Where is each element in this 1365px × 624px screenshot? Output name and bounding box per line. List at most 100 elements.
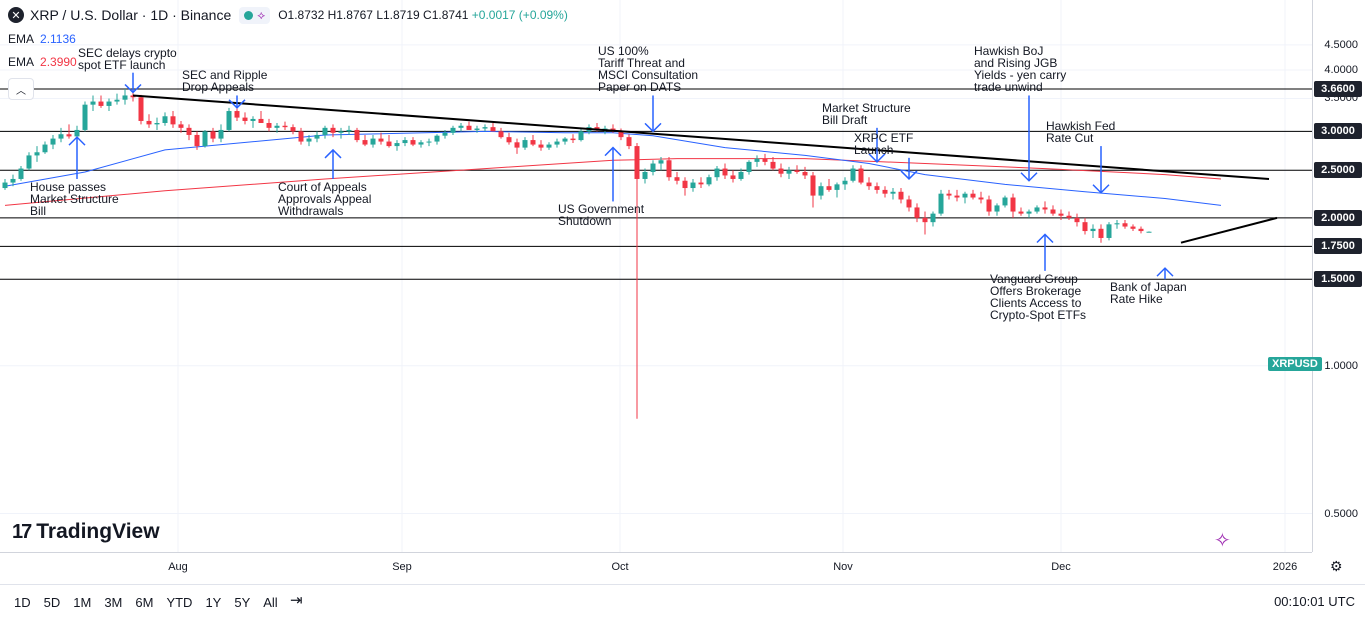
go-to-date-icon[interactable]: ⇥ <box>290 592 303 609</box>
candle-body <box>1026 211 1032 214</box>
time-tick-label: Nov <box>833 561 853 573</box>
annotation-label[interactable]: Bank of Japan Rate Hike <box>1110 280 1187 307</box>
candle-body <box>834 184 840 190</box>
candle-body <box>1106 224 1112 238</box>
candle-body <box>594 127 600 130</box>
candle-body <box>906 199 912 208</box>
candle-body <box>658 160 664 164</box>
candle-body <box>138 97 144 121</box>
annotation-label[interactable]: Hawkish Fed Rate Cut <box>1046 119 1116 146</box>
annotation-arrow-head <box>868 153 886 163</box>
candle-body <box>1098 228 1104 238</box>
candle-body <box>866 182 872 187</box>
candle-body <box>538 144 544 148</box>
candle-body <box>66 134 72 137</box>
time-tick-label: Sep <box>392 561 412 573</box>
close-value: C1.8741 <box>423 8 469 22</box>
candle-body <box>1018 211 1024 214</box>
annotation-label[interactable]: Market Structure Bill Draft <box>822 100 911 127</box>
candle-body <box>986 199 992 212</box>
annotation-label[interactable]: US 100% Tariff Threat and MSCI Consultat… <box>598 44 699 95</box>
candle-body <box>322 127 328 135</box>
candle-body <box>50 138 56 145</box>
candle-body <box>434 135 440 142</box>
candle-body <box>298 131 304 142</box>
price-tick-label: 4.0000 <box>1324 64 1358 76</box>
candle-body <box>26 155 32 169</box>
candle-body <box>1114 223 1120 225</box>
candle-body <box>258 118 264 124</box>
range-button[interactable]: 1D <box>14 594 31 610</box>
candle-body <box>802 171 808 176</box>
range-button[interactable]: 1Y <box>205 594 222 610</box>
candle-body <box>98 101 104 106</box>
indicator-value: 2.3990 <box>40 55 77 69</box>
time-tick-label: 2026 <box>1272 561 1298 573</box>
high-value: H1.8767 <box>327 8 373 22</box>
candle-body <box>186 127 192 135</box>
candle-body <box>898 191 904 200</box>
time-tick-label: Oct <box>611 561 629 573</box>
candle-body <box>466 125 472 130</box>
indicator-ema-slow[interactable]: EMA 2.3990 <box>8 55 77 69</box>
candle-body <box>562 138 568 142</box>
time-tick-label: Aug <box>168 561 188 573</box>
settings-gear-icon[interactable]: ⚙ <box>1330 558 1343 574</box>
indicator-ema-fast[interactable]: EMA 2.1136 <box>8 32 76 46</box>
price-tick-label: 4.5000 <box>1324 38 1358 51</box>
candle-body <box>762 158 768 162</box>
candle-body <box>178 124 184 128</box>
candle-body <box>386 141 392 147</box>
utc-clock[interactable]: 00:10:01 UTC <box>1274 594 1355 609</box>
candle-body <box>1074 217 1080 223</box>
level-price-label: 2.5000 <box>1314 162 1362 179</box>
candle-body <box>650 163 656 172</box>
open-value: O1.8732 <box>278 8 325 22</box>
magic-wand-icon[interactable]: ✧ <box>1214 530 1231 552</box>
ema-slow-line <box>4 158 1222 206</box>
candle-body <box>226 111 232 130</box>
candle-body <box>850 168 856 181</box>
annotation-label[interactable]: XRPC ETF Launch <box>854 130 914 157</box>
candle-body <box>1082 222 1088 232</box>
annotation-label[interactable]: House passes Market Structure Bill <box>30 179 119 218</box>
annotation-label[interactable]: Court of Appeals Approvals Appeal Withdr… <box>278 179 372 218</box>
candle-body <box>842 180 848 185</box>
candle-body <box>362 140 368 145</box>
level-price-label: 3.6600 <box>1314 80 1362 97</box>
candle-body <box>266 123 272 128</box>
tv-mark-icon: 17 <box>12 520 32 543</box>
tradingview-logo[interactable]: 17 TradingView <box>12 520 160 544</box>
range-button[interactable]: 5D <box>43 594 61 610</box>
range-button[interactable]: 1M <box>73 594 92 610</box>
xrp-logo-icon: ✕ <box>8 7 24 23</box>
annotation-arrow-head <box>228 99 246 109</box>
annotation-label[interactable]: Hawkish BoJ and Rising JGB Yields - yen … <box>974 44 1067 95</box>
candle-body <box>202 131 208 147</box>
symbol-title[interactable]: XRP / U.S. Dollar · 1D · Binance <box>30 7 232 23</box>
time-axis[interactable]: Aug Sep Oct Nov Dec 2026 <box>0 552 1312 581</box>
candle-body <box>338 131 344 133</box>
level-price-label: 1.5000 <box>1314 271 1362 288</box>
collapse-indicators-button[interactable]: ︿ <box>8 78 34 100</box>
candle-body <box>162 116 168 124</box>
candle-body <box>778 168 784 174</box>
candle-body <box>858 168 864 183</box>
range-button[interactable]: YTD <box>166 594 193 610</box>
annotation-arrow-head <box>644 122 662 133</box>
range-button[interactable]: 5Y <box>234 594 251 610</box>
range-button[interactable]: All <box>263 594 278 610</box>
price-chart[interactable] <box>0 0 1312 552</box>
trendline <box>132 94 1270 180</box>
annotation-label[interactable]: US Government Shutdown <box>558 202 645 229</box>
candle-body <box>698 182 704 185</box>
annotation-label[interactable]: Vanguard Group Offers Brokerage Clients … <box>990 271 1087 322</box>
candle-body <box>426 141 432 143</box>
candle-body <box>242 117 248 121</box>
candle-body <box>42 144 48 153</box>
range-button[interactable]: 3M <box>104 594 123 610</box>
market-status-pill[interactable]: ⟡ <box>239 6 271 24</box>
annotation-label[interactable]: SEC delays crypto spot ETF launch <box>78 45 177 72</box>
annotation-label[interactable]: SEC and Ripple Drop Appeals <box>182 68 268 95</box>
range-button[interactable]: 6M <box>135 594 154 610</box>
